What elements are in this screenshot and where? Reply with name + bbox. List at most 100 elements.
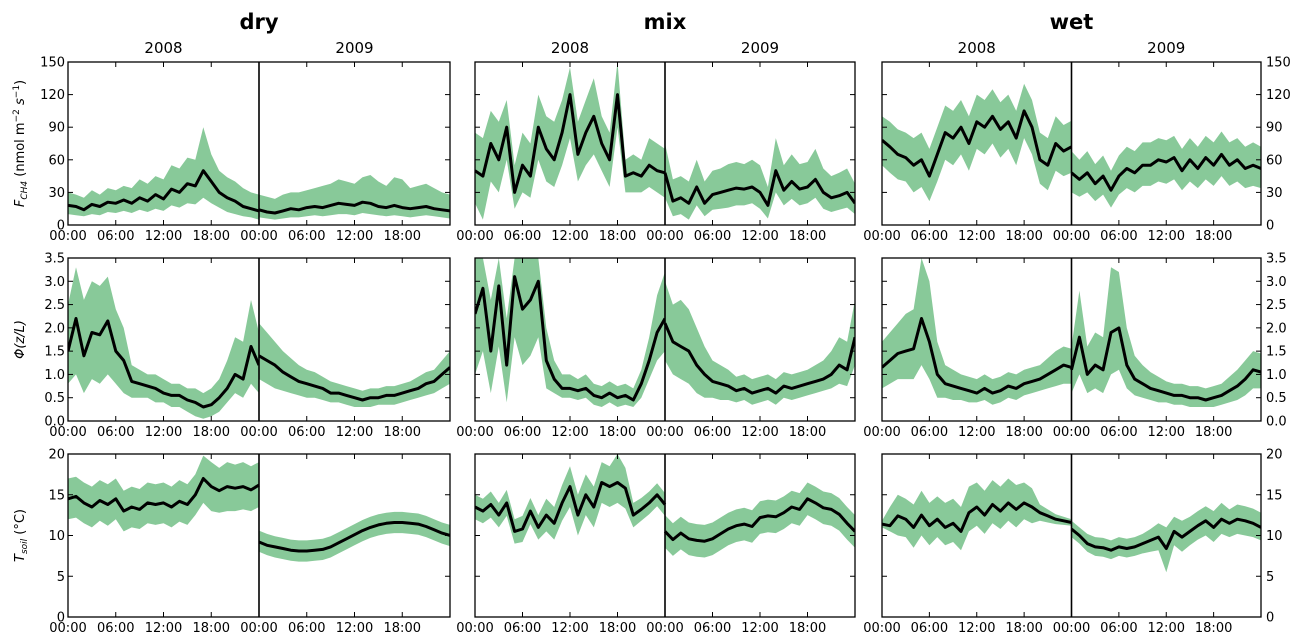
y-axis-label-fch4-unit-b: s (13, 98, 28, 109)
y-tick-label-right: 0.0 (1266, 415, 1287, 430)
x-tick-label: 12:00 (145, 621, 182, 636)
y-tick-label: 15 (48, 488, 65, 503)
x-tick-label: 12:00 (741, 621, 778, 636)
x-tick-label: 12:00 (1148, 425, 1185, 440)
x-tick-label: 18:00 (1005, 621, 1042, 636)
y-tick-label: 1.0 (44, 368, 65, 383)
panel-plot-area (68, 127, 450, 220)
y-axis-label-phi: Φ(z/L) (13, 320, 28, 359)
x-tick-label: 18:00 (1005, 425, 1042, 440)
spread-band-wet-F_CH4-2009 (1071, 131, 1261, 208)
x-tick-label: 12:00 (551, 621, 588, 636)
spread-band-mix-F_CH4-2009 (665, 138, 855, 220)
x-tick-label: 06:00 (288, 229, 325, 244)
y-tick-label-right: 150 (1266, 56, 1291, 71)
x-tick-label: 18:00 (193, 621, 230, 636)
x-tick-label: 00:00 (646, 425, 683, 440)
x-tick-label: 18:00 (384, 621, 421, 636)
x-tick-label: 06:00 (1100, 229, 1137, 244)
y-tick-label: 5 (57, 570, 65, 585)
y-axis-label-fch4: FCH4 (nmol m−2 s−1) (12, 80, 30, 207)
x-tick-label: 06:00 (97, 229, 134, 244)
x-tick-label: 18:00 (193, 229, 230, 244)
y-tick-label-right: 30 (1266, 186, 1283, 201)
mean-line-wet-F_CH4-2009 (1070, 152, 1261, 192)
y-tick-label: 0.0 (44, 415, 65, 430)
x-tick-label: 18:00 (599, 229, 636, 244)
panel-wet-F_CH4: 00:00 06:00 12:00 18:00 00:00 06:00 12:00 18:00… (863, 56, 1291, 245)
y-tick-label: 1.5 (44, 345, 65, 360)
x-tick-label: 06:00 (97, 425, 134, 440)
x-tick-label: 00:00 (49, 425, 86, 440)
x-tick-label: 12:00 (145, 425, 182, 440)
x-tick-label: 06:00 (694, 425, 731, 440)
mean-line-dry-F_CH4-2009 (258, 200, 450, 215)
spread-band-mix-Phi-2008 (475, 258, 665, 407)
mean-line-wet-Phi-2008 (882, 317, 1072, 395)
y-tick-label-right: 3.0 (1266, 275, 1287, 290)
x-tick-label: 00:00 (1053, 425, 1090, 440)
mean-line-wet-Phi-2009 (1070, 326, 1261, 402)
mean-line-mix-T_soil-2009 (663, 497, 855, 543)
mean-line-wet-T_soil-2008 (882, 501, 1072, 533)
x-tick-label: 00:00 (1053, 621, 1090, 636)
mean-line-mix-Phi-2009 (663, 322, 855, 395)
figure-labels: dry mix wet 2008 2009 2008 2009 2008 200… (12, 10, 1185, 562)
x-tick-label: 00:00 (240, 621, 277, 636)
x-tick-label: 12:00 (145, 229, 182, 244)
x-tick-label: 12:00 (336, 425, 373, 440)
x-tick-label: 12:00 (741, 229, 778, 244)
panel-mix-Phi: 00:00 06:00 12:00 18:00 00:00 06:00 12:00 18:00 (456, 257, 856, 440)
x-tick-label: 06:00 (288, 621, 325, 636)
x-tick-label: 18:00 (1195, 621, 1232, 636)
y-tick-label-right: 20 (1266, 448, 1283, 463)
year-label-mix-2008: 2008 (551, 39, 589, 57)
year-label-dry-2009: 2009 (335, 39, 373, 57)
mean-line-wet-F_CH4-2008 (882, 109, 1073, 178)
mean-line-dry-T_soil-2008 (68, 477, 260, 513)
y-tick-label-right: 1.5 (1266, 345, 1287, 360)
y-tick-label-right: 10 (1266, 529, 1283, 544)
year-label-mix-2009: 2009 (741, 39, 779, 57)
y-axis-label-tsoil: Tsoil (°C) (13, 509, 30, 562)
x-tick-label: 12:00 (336, 621, 373, 636)
y-tick-label: 3.5 (44, 252, 65, 267)
panel-dry-T_soil: 00:00 06:00 12:00 18:00 00:00 06:00 12:00 18:00… (48, 448, 451, 636)
x-tick-label: 06:00 (694, 229, 731, 244)
x-tick-label: 18:00 (384, 229, 421, 244)
panel-plot-area (475, 62, 855, 220)
x-tick-label: 12:00 (741, 425, 778, 440)
x-tick-label: 00:00 (456, 621, 493, 636)
panel-wet-Phi: 00:00 06:00 12:00 18:00 00:00 06:00 12:00 18:00… (863, 252, 1286, 441)
x-tick-label: 00:00 (240, 425, 277, 440)
x-tick-label: 18:00 (789, 229, 826, 244)
y-tick-label-right: 0.5 (1266, 391, 1287, 406)
mean-line-dry-Phi-2008 (68, 317, 261, 409)
mean-line-dry-F_CH4-2008 (68, 169, 260, 213)
x-tick-label: 00:00 (49, 621, 86, 636)
y-axis-label-fch4-exp-2: −1 (12, 85, 22, 98)
x-tick-label: 00:00 (863, 229, 900, 244)
x-tick-label: 00:00 (646, 621, 683, 636)
y-axis-label-fch4-subscript: CH4 (20, 181, 30, 200)
x-tick-label: 00:00 (49, 229, 86, 244)
y-tick-label: 60 (48, 153, 65, 168)
mean-line-mix-Phi-2008 (475, 275, 667, 402)
panel-dry-Phi: 00:00 06:00 12:00 18:00 00:00 06:00 12:00 18:00… (44, 252, 451, 440)
panel-plot-area (475, 258, 855, 407)
spread-band-dry-T_soil-2008 (68, 455, 259, 532)
spread-band-dry-F_CH4-2009 (259, 175, 450, 220)
x-tick-label: 06:00 (694, 621, 731, 636)
y-tick-label: 3.0 (44, 275, 65, 290)
x-tick-label: 18:00 (193, 425, 230, 440)
y-tick-label: 10 (48, 529, 65, 544)
y-axis-label-fch4-symbol: F (13, 199, 28, 207)
y-tick-label-right: 120 (1266, 88, 1291, 103)
x-tick-label: 00:00 (1053, 229, 1090, 244)
x-tick-label: 12:00 (1148, 621, 1185, 636)
column-title-wet: wet (1050, 10, 1094, 34)
y-tick-label-right: 90 (1266, 121, 1283, 136)
spread-band-dry-F_CH4-2008 (68, 127, 259, 220)
y-tick-label: 30 (48, 186, 65, 201)
y-tick-label: 2.0 (44, 321, 65, 336)
